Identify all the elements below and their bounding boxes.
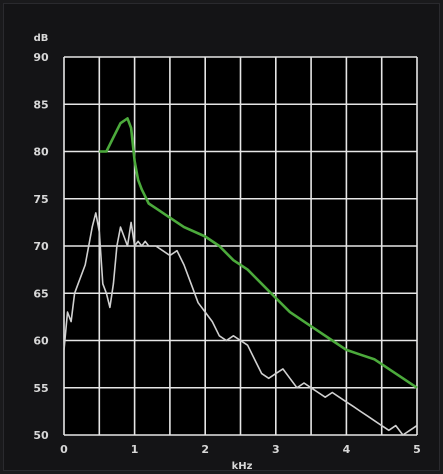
y-tick-label: 65 [33,287,48,300]
x-axis-label: kHz [232,461,253,472]
x-tick-label: 3 [272,443,280,456]
x-tick-label: 0 [60,443,68,456]
y-tick-label: 55 [33,382,48,395]
x-tick-label: 5 [413,443,421,456]
x-axis-ticks: 0 1 2 3 4 5 [60,443,421,456]
y-tick-label: 70 [33,240,49,253]
spectrum-chart: 50 55 60 65 70 75 80 85 90 0 1 2 3 4 5 dB kHz [33,33,421,472]
series-line-1 [99,117,418,389]
grid [63,56,418,436]
x-tick-label: 1 [131,443,139,456]
y-tick-label: 75 [33,193,48,206]
chart-frame: 50 55 60 65 70 75 80 85 90 0 1 2 3 4 5 dB kHz [3,3,440,472]
series-line-2 [63,212,418,436]
y-axis-label: dB [34,33,49,44]
y-axis-ticks: 50 55 60 65 70 75 80 85 90 [33,51,49,442]
series-layer [63,117,418,436]
x-tick-label: 2 [201,443,209,456]
y-tick-label: 50 [33,429,49,442]
y-tick-label: 80 [33,146,49,159]
y-tick-label: 85 [33,98,48,111]
x-tick-label: 4 [343,443,351,456]
y-tick-label: 60 [33,335,49,348]
y-tick-label: 90 [33,51,49,64]
